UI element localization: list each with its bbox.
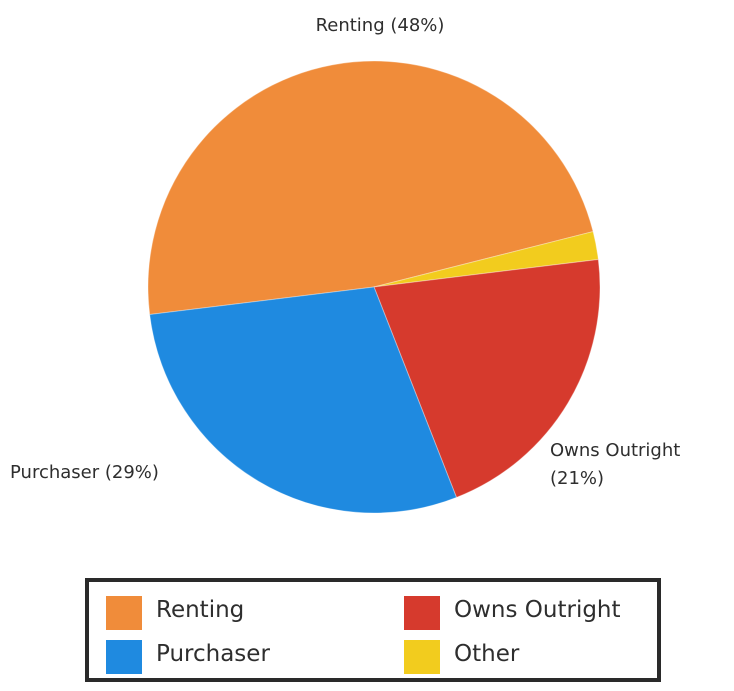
legend-label-renting: Renting	[156, 597, 245, 623]
pie-slice-renting	[147, 60, 594, 316]
legend-label-owns-outright: Owns Outright	[454, 597, 621, 623]
slice-label-owns-outright: Owns Outright	[550, 440, 680, 461]
pie-slices	[147, 60, 601, 514]
slice-label-purchaser: Purchaser (29%)	[10, 462, 159, 483]
pie-slice-owns-outright	[373, 258, 601, 499]
slice-label-owns-outright-percent: (21%)	[550, 468, 604, 489]
legend-label-purchaser: Purchaser	[156, 641, 270, 667]
pie-slice-other	[373, 230, 599, 288]
legend-swatch-other	[404, 640, 440, 674]
pie-slice-purchaser	[149, 286, 458, 514]
legend-swatch-purchaser	[106, 640, 142, 674]
legend-swatch-owns-outright	[404, 596, 440, 630]
legend-swatch-renting	[106, 596, 142, 630]
legend-label-other: Other	[454, 641, 520, 667]
pie-chart: Renting (48%) Owns Outright (21%) Purcha…	[10, 15, 680, 514]
legend: Renting Owns Outright Purchaser Other	[85, 578, 661, 682]
slice-label-renting: Renting (48%)	[316, 15, 445, 36]
